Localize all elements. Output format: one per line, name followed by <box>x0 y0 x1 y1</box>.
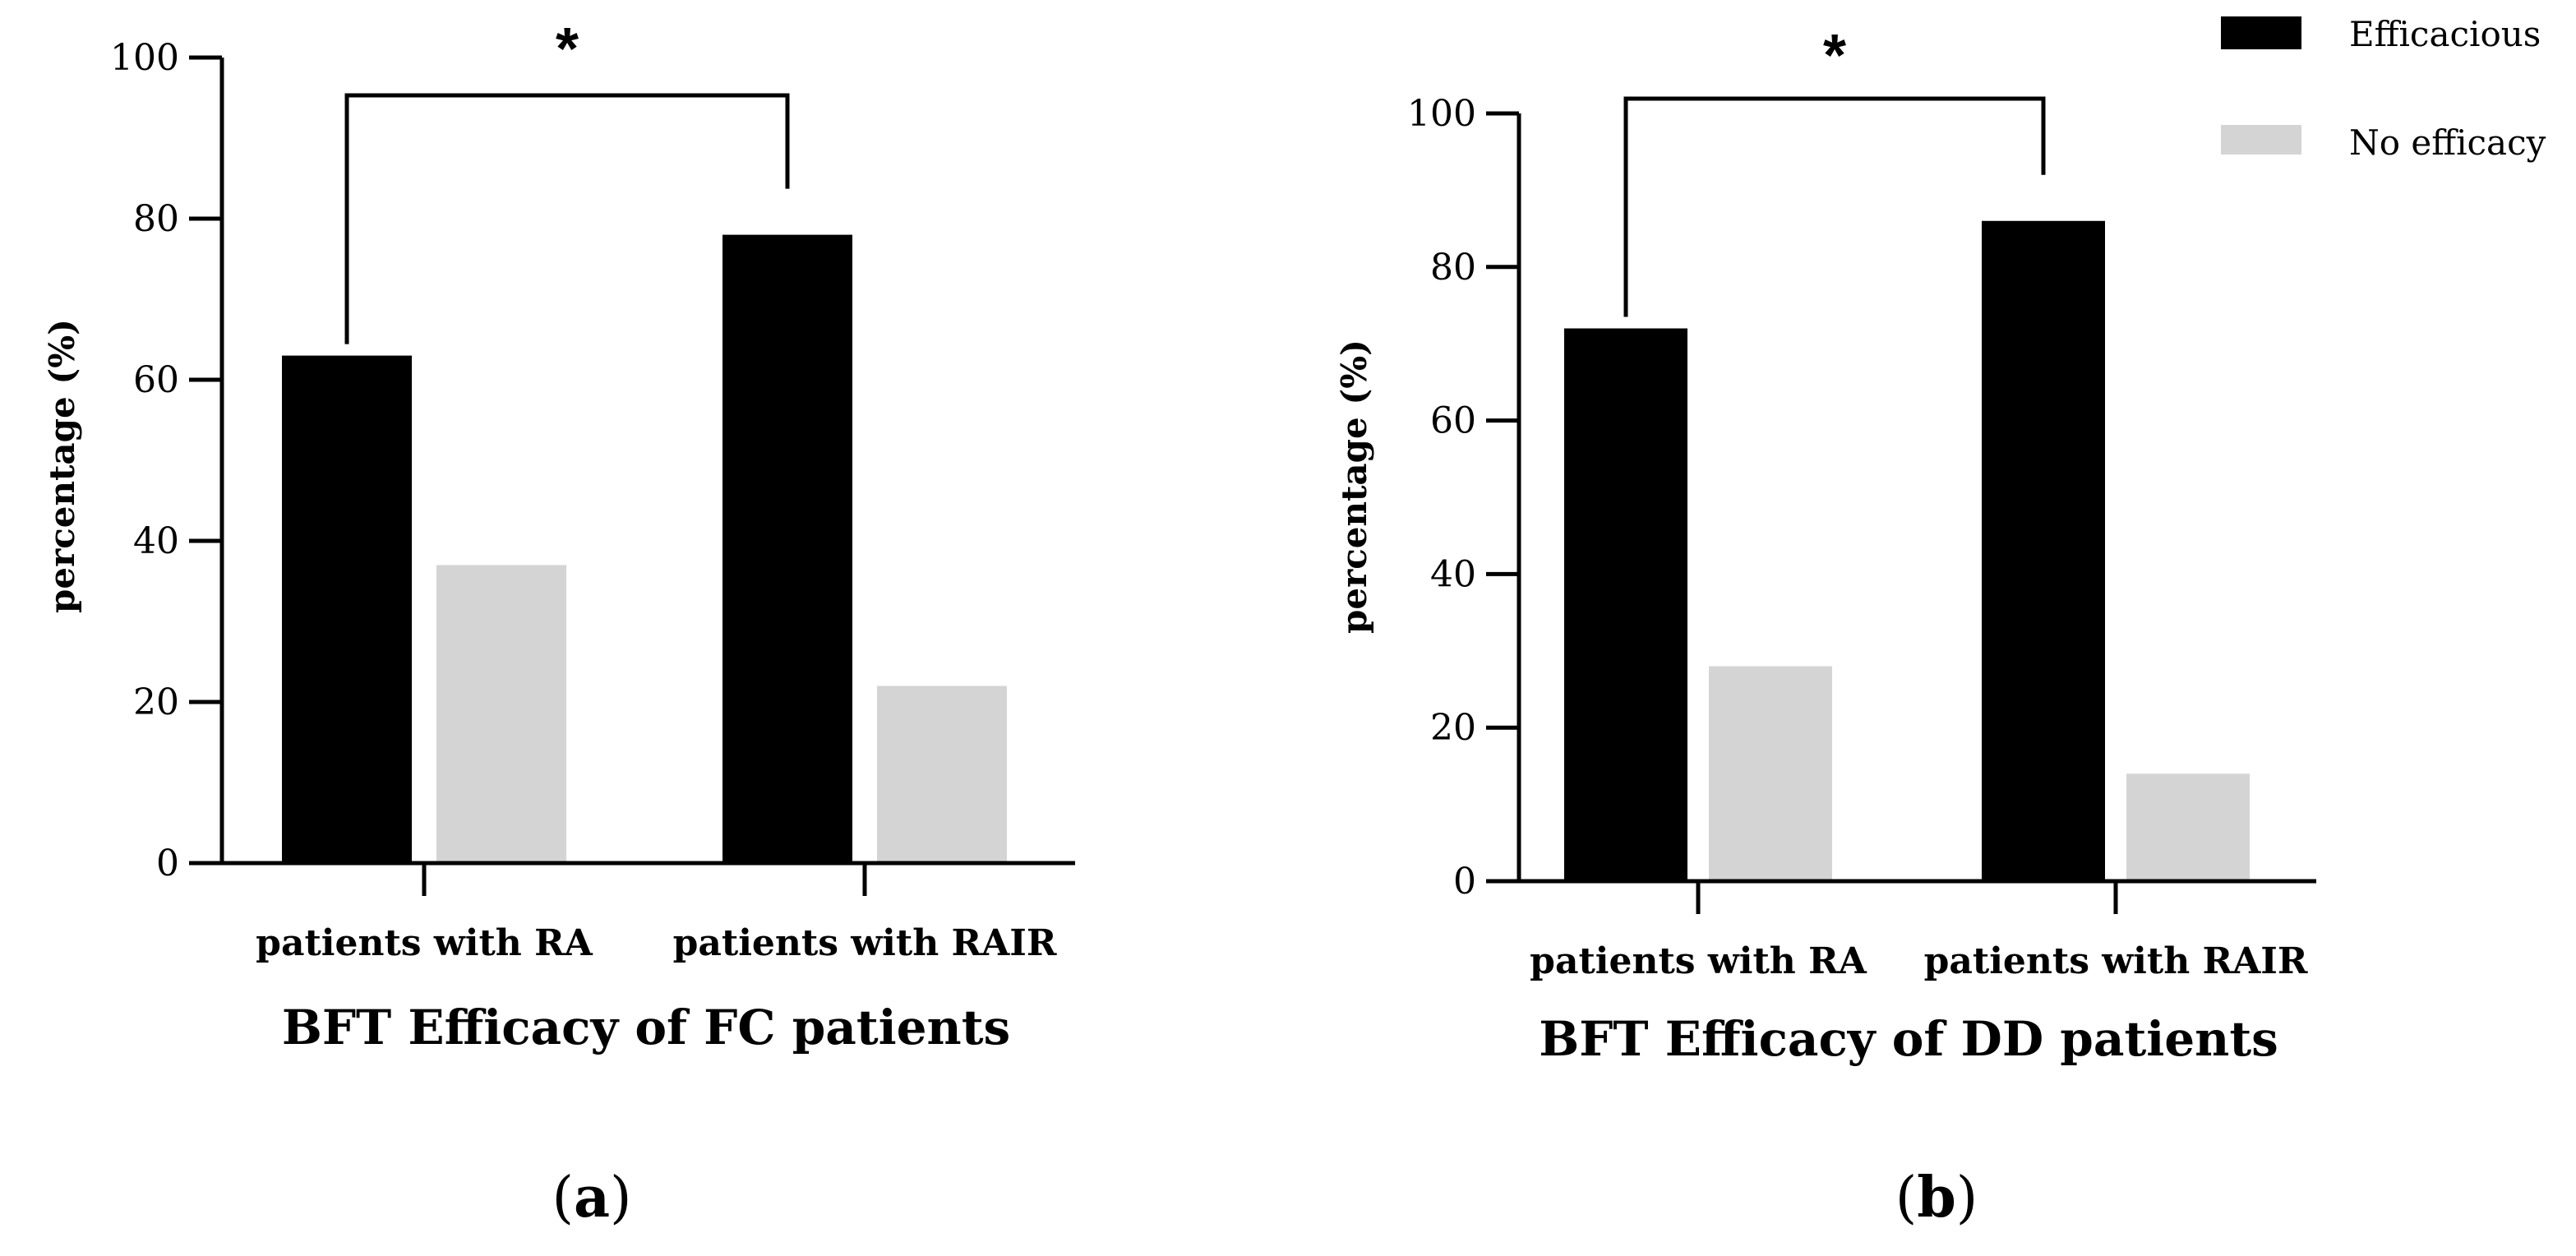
significance-bracket: * <box>344 16 790 344</box>
y-tick-label: 20 <box>1430 707 1476 749</box>
y-tick-label: 80 <box>1430 247 1476 289</box>
chart-title: BFT Efficacy of FC patients <box>282 1000 1010 1055</box>
y-axis-label: percentage (%) <box>1334 339 1374 634</box>
y-tick-label: 40 <box>133 520 179 562</box>
y-tick-label: 100 <box>110 37 179 79</box>
y-tick-label: 100 <box>1407 93 1476 135</box>
significance-bracket-line <box>1623 96 2046 317</box>
legend-label-no-efficacy: No efficacy <box>2349 122 2546 163</box>
legend: Efficacious No efficacy <box>2221 14 2546 163</box>
y-tick-label: 0 <box>156 843 179 884</box>
panel-label-close-paren: ) <box>1956 1166 1978 1231</box>
bar-no-efficacy <box>2126 773 2250 881</box>
panel-label: (a) <box>552 1165 631 1231</box>
x-axis: patients with RA patients with RAIR <box>220 861 1075 964</box>
panel-label-letter: b <box>1917 1165 1956 1231</box>
bar-efficacious <box>722 234 852 864</box>
x-axis: patients with RA patients with RAIR <box>1517 879 2316 982</box>
significance-star: * <box>556 16 579 82</box>
panel-label-open-paren: ( <box>1895 1166 1918 1231</box>
y-tick-label: 20 <box>133 681 179 723</box>
x-tick-label: patients with RA <box>256 922 593 964</box>
y-axis: 0 20 40 60 80 100 <box>1407 93 1521 903</box>
x-tick-label: patients with RAIR <box>673 922 1057 964</box>
y-tick-label: 60 <box>133 359 179 401</box>
significance-bracket: * <box>1623 23 2046 317</box>
y-tick-label: 40 <box>1430 553 1476 595</box>
y-tick-label: 60 <box>1430 400 1476 442</box>
bar-efficacious <box>282 355 412 864</box>
legend-swatch-efficacious <box>2221 16 2301 49</box>
significance-star: * <box>1823 23 1846 89</box>
bars <box>1564 220 2250 881</box>
panel-label: (b) <box>1895 1165 1978 1231</box>
x-tick-label: patients with RAIR <box>1924 940 2308 982</box>
significance-bracket-line <box>344 93 790 344</box>
bar-no-efficacy <box>877 686 1007 863</box>
chart-title: BFT Efficacy of DD patients <box>1539 1011 2278 1067</box>
legend-label-efficacious: Efficacious <box>2349 14 2541 54</box>
bar-efficacious <box>1564 328 1687 881</box>
x-tick-label: patients with RA <box>1530 940 1867 982</box>
y-tick-label: 0 <box>1453 861 1476 903</box>
panel-label-close-paren: ) <box>610 1166 632 1231</box>
panel-label-letter: a <box>574 1165 610 1231</box>
y-axis-label: percentage (%) <box>42 319 82 613</box>
panel-label-open-paren: ( <box>552 1166 574 1231</box>
bar-efficacious <box>1982 220 2105 881</box>
bar-no-efficacy <box>436 565 566 863</box>
bars <box>282 234 1007 864</box>
legend-swatch-no-efficacy <box>2221 125 2301 155</box>
bar-no-efficacy <box>1709 666 1832 881</box>
y-tick-label: 80 <box>133 198 179 240</box>
y-axis: 0 20 40 60 80 100 <box>110 37 224 884</box>
